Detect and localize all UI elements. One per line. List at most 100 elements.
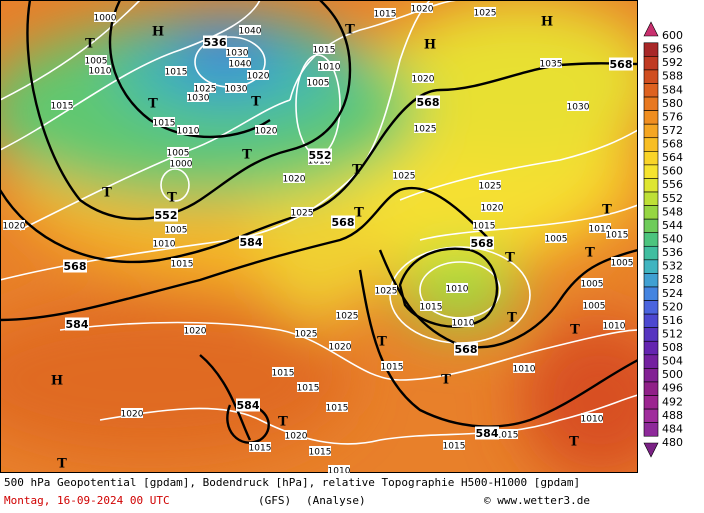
isobar-label: 1030 [225,85,248,95]
height-label-bg [65,317,89,331]
pressure-center: T [102,186,112,201]
isobar-label: 1005 [307,79,330,89]
colorbar-swatch [643,381,659,396]
pressure-center: T [602,203,612,218]
colorbar-label: 540 [662,233,683,246]
height-label-bg [331,215,355,229]
isobar-label-bg [194,83,216,93]
colorbar-swatch [643,368,659,383]
isobar-label: 1010 [603,322,626,332]
isobar-label: 1005 [85,57,108,67]
isobar-label: 1020 [412,75,435,85]
isobar-label: 1010 [513,365,536,375]
isobar-label: 1020 [411,5,434,15]
pressure-center: T [569,435,579,450]
isobar-label-bg [85,55,107,65]
isobar-label: 1010 [446,285,469,295]
isobar-label-bg [291,207,313,217]
isobar-label-bg [414,123,436,133]
isobar-label-bg [226,47,248,57]
height-label-bg [308,148,332,162]
isobar-label-bg [177,125,199,135]
pressure-center: T [167,191,177,206]
isobar-label: 1020 [3,222,26,232]
colorbar-swatch [643,340,659,356]
isobar-label: 1005 [167,149,190,159]
colorbar-label: 528 [662,273,683,286]
colorbar-swatch [643,313,659,328]
pressure-center: H [51,374,63,389]
isobar-label: 1005 [611,259,634,269]
colorbar-label: 564 [662,151,683,164]
colorbar-swatch [643,422,659,437]
isobar-label: 1015 [326,404,349,414]
footer-copyright: © www.wetter3.de [484,494,590,507]
isobar-label-bg [326,402,348,412]
map-labels: 1000100510101015101510401030104010201025… [3,3,634,477]
pressure-center: H [152,25,164,40]
isobar-label-bg [411,3,433,13]
footer-bg [0,473,704,513]
isobar-label-bg [297,382,319,392]
isobar-label-bg [153,238,175,248]
height-label-bg [470,236,494,250]
colorbar-label: 588 [662,70,683,83]
colorbar-label: 560 [662,165,683,178]
isobar-label: 1015 [374,10,397,20]
height-label-bg [63,259,87,273]
height-label-bg [475,426,499,440]
colorbar-swatch [643,151,659,166]
colorbar-label: 544 [662,219,683,232]
isobar-label: 1020 [247,72,270,82]
colorbar-swatch [643,232,659,247]
colorbar: 6005965925885845805765725685645605565525… [643,21,683,458]
height-label: 568 [610,58,633,71]
isobar-label: 1035 [540,60,563,70]
height-label: 584 [476,427,499,440]
isobar-label-bg [225,83,247,93]
isobar-label-bg [187,92,209,102]
map-border [0,0,638,473]
colorbar-label: 484 [662,422,683,435]
isobar-label-bg [583,300,605,310]
height-label: 536 [204,36,227,49]
height-label-bg [236,398,260,412]
pressure-center: H [541,15,553,30]
isobar-label: 1005 [583,302,606,312]
isobar-label-bg [255,125,277,135]
isobar-label-bg [481,202,503,212]
isobar-label-bg [249,442,271,452]
isobar-label-bg [171,258,193,268]
isobar-label: 1020 [481,204,504,214]
isobar-label-bg [285,430,307,440]
isobar-label: 1005 [165,226,188,236]
isobar-label: 1025 [295,330,318,340]
colorbar-label: 536 [662,246,683,259]
isobar-label-bg [89,65,111,75]
colorbar-swatch [643,123,659,139]
pressure-center: T [585,246,595,261]
isobar-label-bg [452,317,474,327]
footer-model: (GFS) [258,494,291,507]
isobar-label: 1020 [329,343,352,353]
isobar-label: 1040 [229,60,252,70]
colorbar-label: 492 [662,395,683,408]
isobar-label-bg [513,363,535,373]
isobar-label-bg [603,320,625,330]
colorbar-swatch [643,96,659,111]
height-label: 552 [155,209,178,222]
isobar-label-bg [51,100,73,110]
isobar-label: 1020 [283,175,306,185]
isobar-label-bg [239,25,261,35]
colorbar-label: 508 [662,341,683,354]
isobar-label: 1015 [153,119,176,129]
colorbar-label: 480 [662,436,683,449]
isobar-label-bg [336,310,358,320]
colorbar-swatch [643,83,659,98]
height-label: 568 [417,96,440,109]
height-label-bg [154,208,178,222]
isobar-label-bg [420,301,442,311]
pressure-center: T [352,163,362,178]
colorbar-swatch [643,137,659,152]
pressure-center: T [354,206,364,221]
